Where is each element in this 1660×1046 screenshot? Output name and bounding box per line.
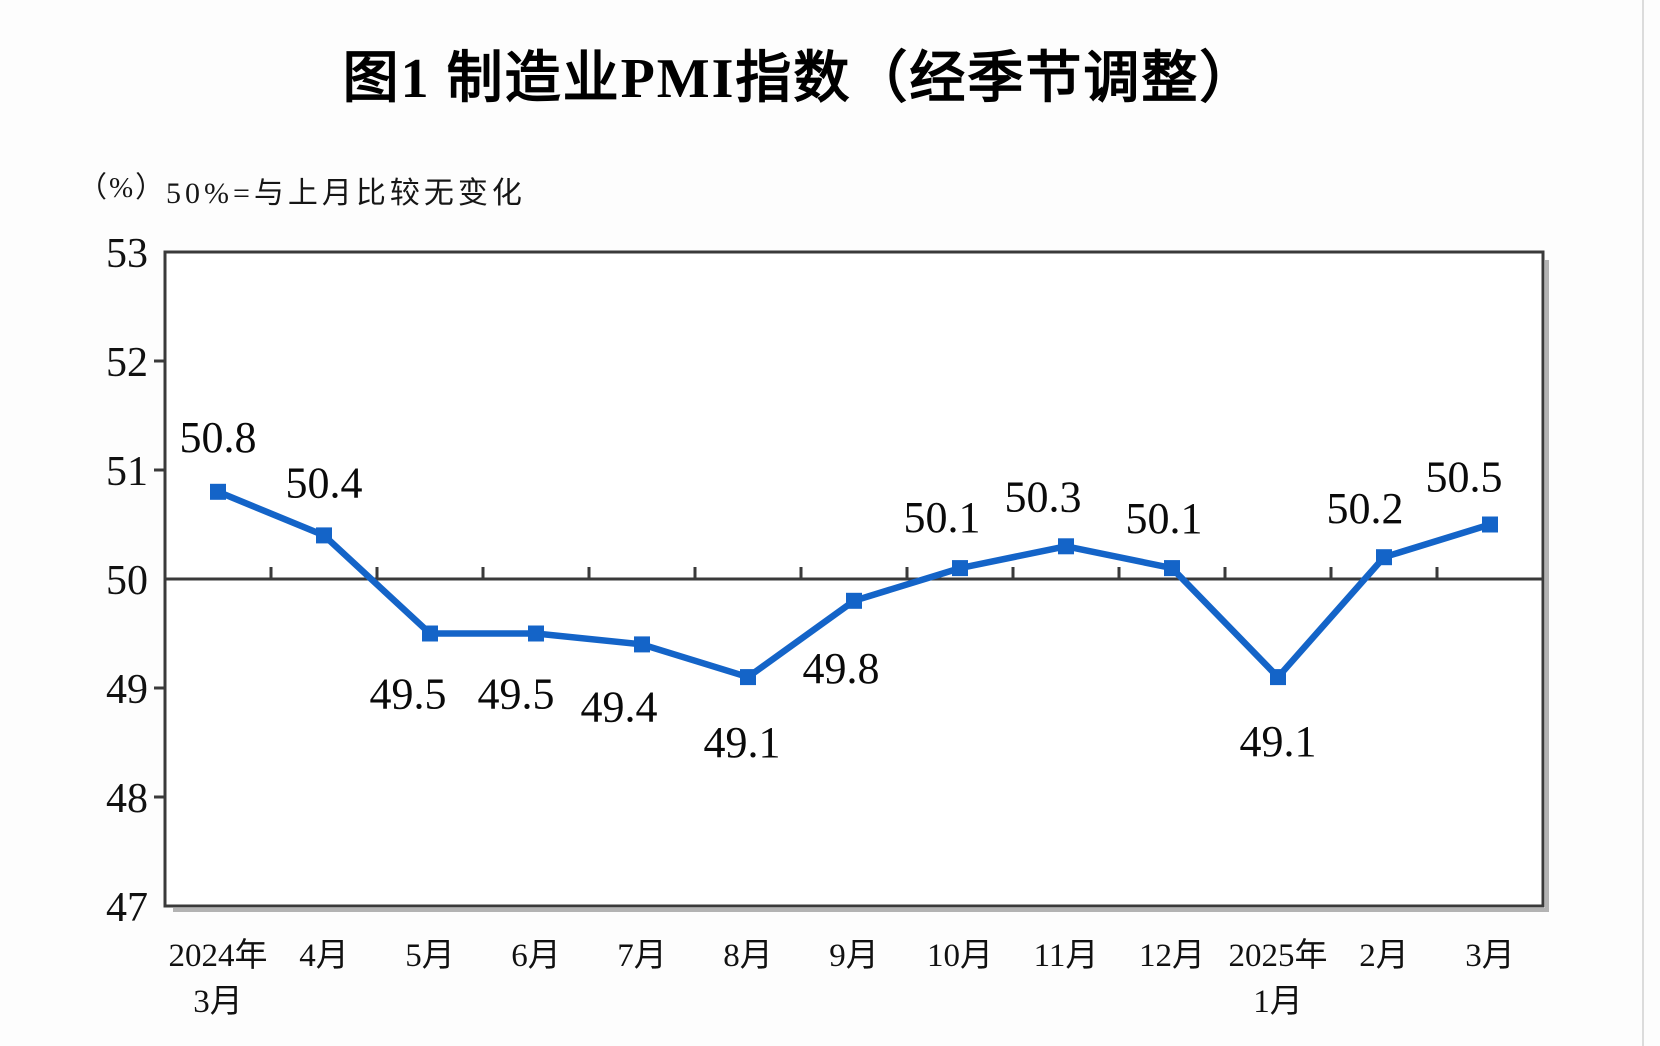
- y-axis-label: 53: [106, 231, 148, 277]
- data-point-label: 50.8: [180, 413, 257, 462]
- x-axis-label: 6月: [511, 938, 561, 974]
- data-point-label: 49.8: [803, 644, 880, 693]
- x-axis-label: 2025年: [1229, 937, 1328, 974]
- data-point-label: 50.2: [1327, 484, 1404, 533]
- data-point-marker: [316, 527, 332, 544]
- data-point-marker: [210, 483, 226, 500]
- data-point-marker: [1270, 669, 1286, 686]
- data-point-label: 49.4: [581, 682, 658, 731]
- reference-line-note: 50%=与上月比较无变化: [166, 177, 526, 210]
- x-axis-label: 5月: [405, 938, 455, 974]
- y-axis-label: 52: [106, 340, 148, 386]
- x-axis-label-line2: 1月: [1253, 984, 1303, 1020]
- x-axis-label: 2024年: [169, 937, 268, 974]
- data-point-marker: [634, 636, 650, 653]
- x-axis-label-line2: 3月: [193, 984, 243, 1020]
- chart-title: 图1 制造业PMI指数（经季节调整）: [342, 48, 1258, 110]
- x-axis-label: 12月: [1139, 938, 1205, 974]
- x-axis-label: 4月: [299, 938, 349, 974]
- x-axis-label: 8月: [723, 938, 773, 974]
- x-axis-label: 11月: [1034, 938, 1099, 974]
- data-point-label: 49.5: [478, 670, 555, 719]
- data-point-label: 49.5: [370, 670, 447, 719]
- data-point-marker: [1164, 560, 1180, 577]
- y-axis-label: 51: [106, 449, 148, 495]
- data-point-label: 50.1: [904, 493, 981, 542]
- y-axis-label: 48: [106, 776, 148, 822]
- data-point-label: 50.5: [1426, 453, 1503, 502]
- x-axis-label: 9月: [829, 938, 879, 974]
- x-axis-label: 3月: [1465, 938, 1515, 974]
- x-axis-label: 7月: [617, 938, 667, 974]
- data-point-marker: [1376, 549, 1392, 566]
- data-point-label: 49.1: [1240, 717, 1317, 766]
- data-point-label: 49.1: [704, 718, 781, 767]
- data-point-label: 50.4: [286, 458, 363, 507]
- x-axis-label: 2月: [1359, 938, 1409, 974]
- y-axis-label: 47: [106, 885, 148, 931]
- data-point-label: 50.3: [1005, 472, 1082, 521]
- x-axis-label: 10月: [927, 938, 993, 974]
- data-point-marker: [846, 592, 862, 609]
- data-point-marker: [1482, 516, 1498, 533]
- y-axis-label: 50: [106, 558, 148, 604]
- y-axis-label: 49: [106, 667, 148, 713]
- data-point-marker: [1058, 538, 1074, 555]
- data-point-label: 50.1: [1126, 494, 1203, 543]
- data-point-marker: [952, 560, 968, 577]
- data-point-marker: [528, 625, 544, 642]
- data-point-marker: [740, 669, 756, 686]
- y-axis-unit-label: （%）: [78, 172, 167, 204]
- data-point-marker: [422, 625, 438, 642]
- page-right-border: [1642, 0, 1644, 1046]
